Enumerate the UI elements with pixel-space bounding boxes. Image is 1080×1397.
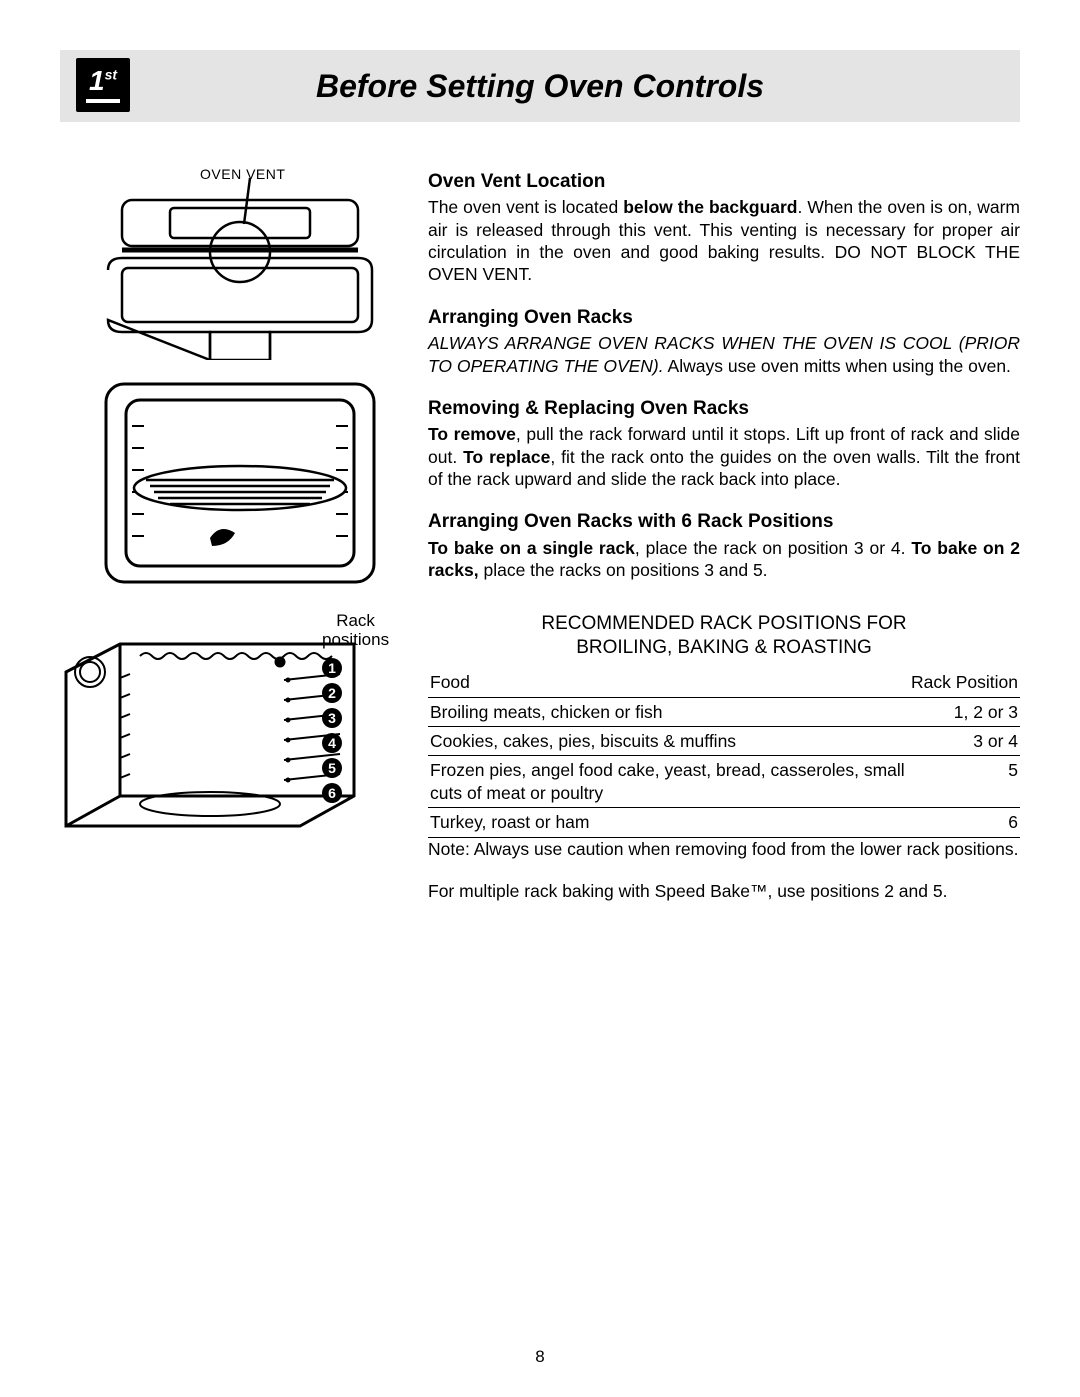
arranging-paragraph: ALWAYS ARRANGE OVEN RACKS WHEN THE OVEN …: [428, 332, 1020, 377]
arranging-heading: Arranging Oven Racks: [428, 306, 1020, 330]
table-title: RECOMMENDED RACK POSITIONS FOR BROILING,…: [428, 612, 1020, 661]
logo-number: 1: [89, 65, 105, 96]
rack-positions-illustration: [60, 636, 400, 836]
logo-superscript: st: [105, 67, 117, 83]
content: OVEN VENT: [60, 170, 1020, 922]
page-number: 8: [0, 1347, 1080, 1367]
speedbake-note: For multiple rack baking with Speed Bake…: [428, 880, 1020, 902]
oven-rack-illustration: [100, 378, 400, 588]
table-note: Note: Always use caution when removing f…: [428, 838, 1020, 860]
six-positions-paragraph: To bake on a single rack, place the rack…: [428, 537, 1020, 582]
logo-underline: [86, 99, 120, 103]
rack-table-block: RECOMMENDED RACK POSITIONS FOR BROILING,…: [428, 612, 1020, 903]
rack-positions-label: Rack positions: [322, 612, 389, 649]
table-row: Broiling meats, chicken or fish 1, 2 or …: [428, 697, 1020, 726]
rack-number-badges: 1 2 3 4 5 6: [322, 658, 342, 808]
rack-badge-6: 6: [322, 783, 342, 803]
header-bar: 1st Before Setting Oven Controls: [60, 50, 1020, 122]
text-column: Oven Vent Location The oven vent is loca…: [428, 170, 1020, 922]
col-position: Rack Position: [909, 668, 1020, 697]
col-food: Food: [428, 668, 909, 697]
page: 1st Before Setting Oven Controls OVEN VE…: [0, 0, 1080, 1397]
vent-heading: Oven Vent Location: [428, 170, 1020, 194]
vent-paragraph: The oven vent is located below the backg…: [428, 196, 1020, 286]
rack-badge-1: 1: [322, 658, 342, 678]
rack-badge-2: 2: [322, 683, 342, 703]
table-row: Turkey, roast or ham 6: [428, 808, 1020, 837]
six-positions-heading: Arranging Oven Racks with 6 Rack Positio…: [428, 510, 1020, 534]
rack-badge-4: 4: [322, 733, 342, 753]
oven-vent-label: OVEN VENT: [200, 166, 285, 182]
page-title: Before Setting Oven Controls: [60, 68, 1020, 105]
table-row: Frozen pies, angel food cake, yeast, bre…: [428, 756, 1020, 808]
logo-icon: 1st: [76, 58, 130, 112]
removing-heading: Removing & Replacing Oven Racks: [428, 397, 1020, 421]
rack-badge-3: 3: [322, 708, 342, 728]
rack-position-table: Food Rack Position Broiling meats, chick…: [428, 668, 1020, 837]
illustrations-column: OVEN VENT: [60, 170, 400, 922]
table-row: Cookies, cakes, pies, biscuits & muffins…: [428, 726, 1020, 755]
rack-badge-5: 5: [322, 758, 342, 778]
oven-vent-illustration: [100, 170, 400, 360]
removing-paragraph: To remove, pull the rack forward until i…: [428, 423, 1020, 490]
